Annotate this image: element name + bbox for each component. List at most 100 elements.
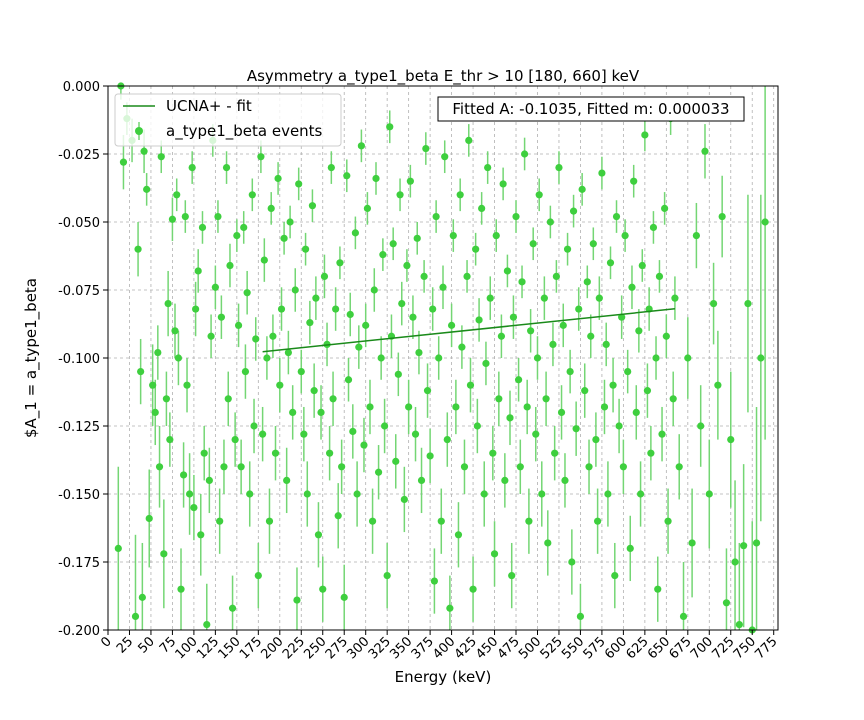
data-point (267, 204, 275, 212)
data-point (389, 240, 397, 248)
annotation-text: Fitted A: -0.1035, Fitted m: 0.000033 (452, 100, 729, 118)
data-point (555, 164, 563, 172)
data-point (449, 232, 457, 240)
data-point (186, 490, 194, 498)
data-point (422, 144, 430, 153)
data-point (280, 234, 288, 242)
data-point (538, 490, 546, 498)
data-point (635, 327, 643, 335)
data-point (518, 278, 526, 286)
data-point (679, 612, 688, 621)
data-point (286, 218, 294, 226)
data-point (409, 313, 417, 321)
data-point (435, 354, 443, 362)
data-point (271, 449, 280, 457)
data-point (173, 191, 181, 199)
data-point (353, 490, 361, 498)
chart-title: Asymmetry a_type1_beta E_thr > 10 [180, … (247, 67, 640, 86)
data-point (647, 449, 655, 457)
data-point (346, 310, 354, 319)
y-tick-label: -0.200 (58, 624, 100, 639)
data-point (446, 604, 454, 612)
data-point (383, 572, 391, 580)
y-tick-label: -0.075 (58, 284, 100, 299)
data-point (566, 368, 574, 376)
data-point (684, 354, 692, 362)
y-tick-label: -0.125 (58, 420, 100, 435)
data-point (600, 403, 609, 411)
data-point (217, 313, 225, 321)
data-point (284, 348, 292, 357)
data-point (162, 395, 171, 403)
data-point (559, 321, 567, 329)
legend-box (114, 93, 342, 147)
data-point (188, 164, 196, 172)
data-point (549, 340, 557, 348)
data-point (138, 593, 146, 601)
data-point (638, 261, 646, 270)
data-point (709, 300, 718, 308)
data-point (456, 191, 464, 199)
data-point (295, 180, 303, 188)
data-point (661, 204, 669, 212)
data-point (310, 387, 318, 395)
data-point (585, 463, 593, 471)
data-point (149, 381, 157, 389)
data-point (396, 191, 404, 199)
data-point (643, 387, 652, 395)
data-point (572, 425, 580, 433)
data-point (377, 354, 385, 362)
grid (108, 86, 778, 630)
data-point (114, 544, 122, 553)
data-point (761, 218, 769, 226)
data-point (439, 283, 447, 291)
data-point (413, 234, 421, 242)
data-point (301, 245, 310, 253)
data-point (265, 517, 274, 525)
data-point (368, 517, 377, 525)
data-point (669, 395, 677, 403)
data-point (509, 313, 518, 321)
data-point (140, 147, 148, 155)
data-point (675, 463, 683, 471)
data-point (688, 539, 696, 547)
data-point (327, 164, 335, 172)
data-point (317, 408, 325, 416)
data-point (380, 422, 389, 430)
data-point (154, 348, 162, 357)
data-point (374, 468, 383, 476)
data-point (240, 223, 248, 232)
data-point (344, 376, 353, 384)
data-point (398, 300, 406, 308)
data-point (145, 514, 153, 523)
data-point (506, 414, 514, 422)
data-point (415, 348, 423, 357)
data-point (465, 136, 473, 144)
data-point (432, 212, 440, 221)
data-point (300, 430, 308, 438)
data-point (480, 490, 488, 498)
data-point (454, 531, 463, 539)
legend: UCNA+ - fit a_type1_beta events (114, 93, 342, 147)
y-tick-label: -0.175 (58, 556, 100, 571)
data-point (578, 185, 586, 193)
data-point (216, 517, 224, 525)
data-point (722, 599, 731, 607)
data-point (226, 261, 234, 270)
data-point (406, 177, 414, 185)
data-point (602, 340, 610, 348)
data-point (429, 305, 437, 313)
y-axis-label: $A_1 = a_type1_beta (22, 278, 41, 438)
data-point (332, 305, 340, 313)
data-point (583, 278, 591, 286)
data-point (652, 354, 660, 362)
data-point (243, 289, 251, 297)
data-point (636, 490, 645, 498)
data-point (478, 204, 486, 212)
data-point (460, 463, 469, 471)
data-point (612, 212, 621, 221)
data-point (655, 272, 664, 280)
y-tick-label: -0.100 (58, 352, 100, 367)
data-point (654, 585, 662, 593)
